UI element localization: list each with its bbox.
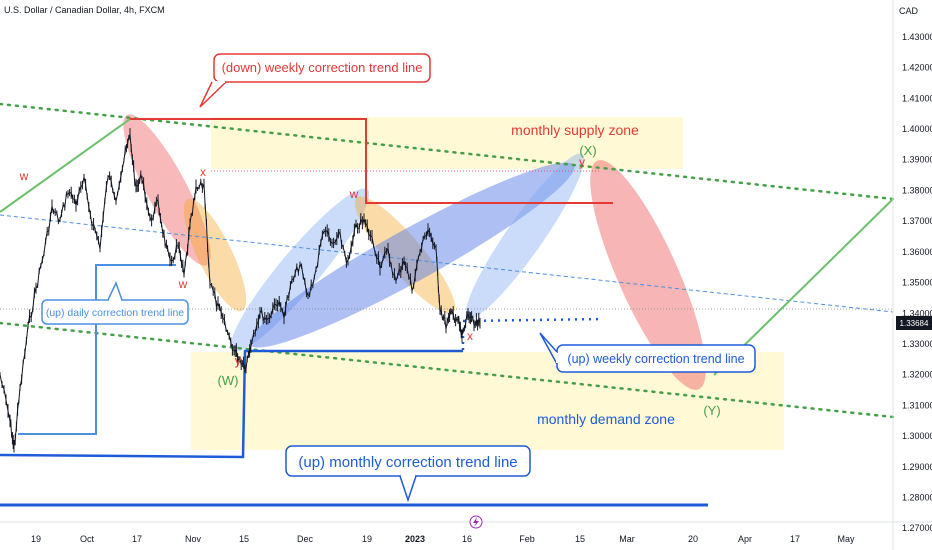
wave-X-label: (X) <box>579 143 596 158</box>
monthly-demand-zone-label: monthly demand zone <box>537 411 675 427</box>
wave-x-bottom-label: x <box>467 329 473 343</box>
wave-W-label: (W) <box>218 373 239 388</box>
x-tick-label: Mar <box>619 534 635 544</box>
last-price-box <box>896 315 932 330</box>
lines-layer <box>0 102 895 507</box>
wave-y-label: y <box>235 353 242 368</box>
green-dotted-top <box>0 102 895 201</box>
callout-up-monthly: (up) monthly correction trend line <box>285 445 531 503</box>
y-tick-label: 1.32000 <box>902 370 932 380</box>
x-tick-label: May <box>837 534 855 544</box>
callout-down-weekly: (down) weekly correction trend line <box>199 53 431 108</box>
wave-ellipse-blue-3 <box>465 153 585 319</box>
supply-zone <box>211 117 683 169</box>
callout-down-weekly-text: (down) weekly correction trend line <box>222 60 423 75</box>
y-tick-label: 1.43000 <box>902 32 932 42</box>
y-tick-label: 1.37000 <box>902 216 932 226</box>
wave-ellipse-orange-1 <box>183 198 247 312</box>
monthly-supply-zone-label: monthly supply zone <box>511 122 639 138</box>
wave-w-left-label: w <box>19 169 29 183</box>
blue-monthly-line <box>0 349 463 459</box>
blue-weekly-dotted-h <box>462 317 604 323</box>
y-tick-label: 1.29000 <box>902 462 932 472</box>
x-tick-label: 16 <box>462 534 472 544</box>
wave-w-right-label: w <box>349 187 359 201</box>
y-tick-label: 1.38000 <box>902 185 932 195</box>
callout-up-daily-pointer <box>107 281 123 301</box>
callout-up-monthly-pointer <box>399 475 417 503</box>
price-line <box>0 133 481 447</box>
y-tick-label: 1.30000 <box>902 431 932 441</box>
y-tick-label: 1.40000 <box>902 124 932 134</box>
y-tick-label: 1.31000 <box>902 400 932 410</box>
callout-down-weekly-box <box>213 53 431 83</box>
callout-up-monthly-text: (up) monthly correction trend line <box>298 454 517 471</box>
y-tick-label: 1.41000 <box>902 93 932 103</box>
y-tick-label: 1.39000 <box>902 155 932 165</box>
wave-ellipse-blue-2 <box>249 162 575 348</box>
x-tick-label: 2023 <box>405 534 425 544</box>
x-tick-label: 15 <box>239 534 249 544</box>
red-weekly-correction-line <box>130 118 613 204</box>
x-tick-label: 20 <box>688 534 698 544</box>
lightblue-daily-line <box>18 264 176 435</box>
callout-up-weekly-pointer <box>539 332 558 365</box>
callout-up-weekly-text: (up) weekly correction trend line <box>567 352 744 366</box>
x-tick-label: Nov <box>185 534 202 544</box>
wave-y-top-label: y <box>579 155 585 169</box>
y-tick-label: 1.33000 <box>902 339 932 349</box>
x-tick-label: 17 <box>790 534 800 544</box>
x-tick-label: 15 <box>575 534 585 544</box>
y-tick-label: 1.42000 <box>902 63 932 73</box>
last-price-label: 1.33684 <box>900 319 929 328</box>
callout-up-daily-text: (up) daily correction trend line <box>46 307 184 319</box>
lightning-icon-bolt <box>473 517 479 527</box>
y-tick-label: 1.36000 <box>902 247 932 257</box>
wave-x-top-label: x <box>200 165 206 179</box>
wave-ellipse-red-2 <box>590 160 706 390</box>
ellipses-layer <box>123 114 706 390</box>
x-tick-label: Oct <box>80 534 95 544</box>
green-dotted-bottom <box>0 321 895 419</box>
wave-Y-label: (Y) <box>703 403 720 418</box>
x-tick-label: Apr <box>738 534 752 544</box>
x-tick-label: 17 <box>132 534 142 544</box>
x-tick-label: 19 <box>362 534 372 544</box>
callout-up-daily: (up) daily correction trend line <box>41 281 189 325</box>
green-line-left <box>0 118 131 213</box>
chart-title: U.S. Dollar / Canadian Dollar, 4h, FXCM <box>4 5 165 15</box>
y-tick-label: 1.28000 <box>902 493 932 503</box>
x-tick-label: Feb <box>519 534 535 544</box>
lightning-icon <box>469 515 483 529</box>
currency-label: CAD <box>899 6 919 16</box>
wave-w-mid-label: w <box>178 277 188 291</box>
x-tick-label: 19 <box>31 534 41 544</box>
annotations-layer: (down) weekly correction trend line (up) … <box>19 53 756 503</box>
blue-dashed-mid <box>0 214 894 313</box>
price-layer <box>0 128 481 453</box>
x-tick-label: Dec <box>297 534 314 544</box>
callout-up-weekly: (up) weekly correction trend line <box>539 332 756 373</box>
y-tick-label: 1.35000 <box>902 278 932 288</box>
callout-down-weekly-pointer <box>199 81 227 108</box>
y-tick-label: 1.34000 <box>902 308 932 318</box>
wave-ellipse-blue-1 <box>230 188 370 352</box>
y-tick-label: 1.27000 <box>902 523 932 533</box>
